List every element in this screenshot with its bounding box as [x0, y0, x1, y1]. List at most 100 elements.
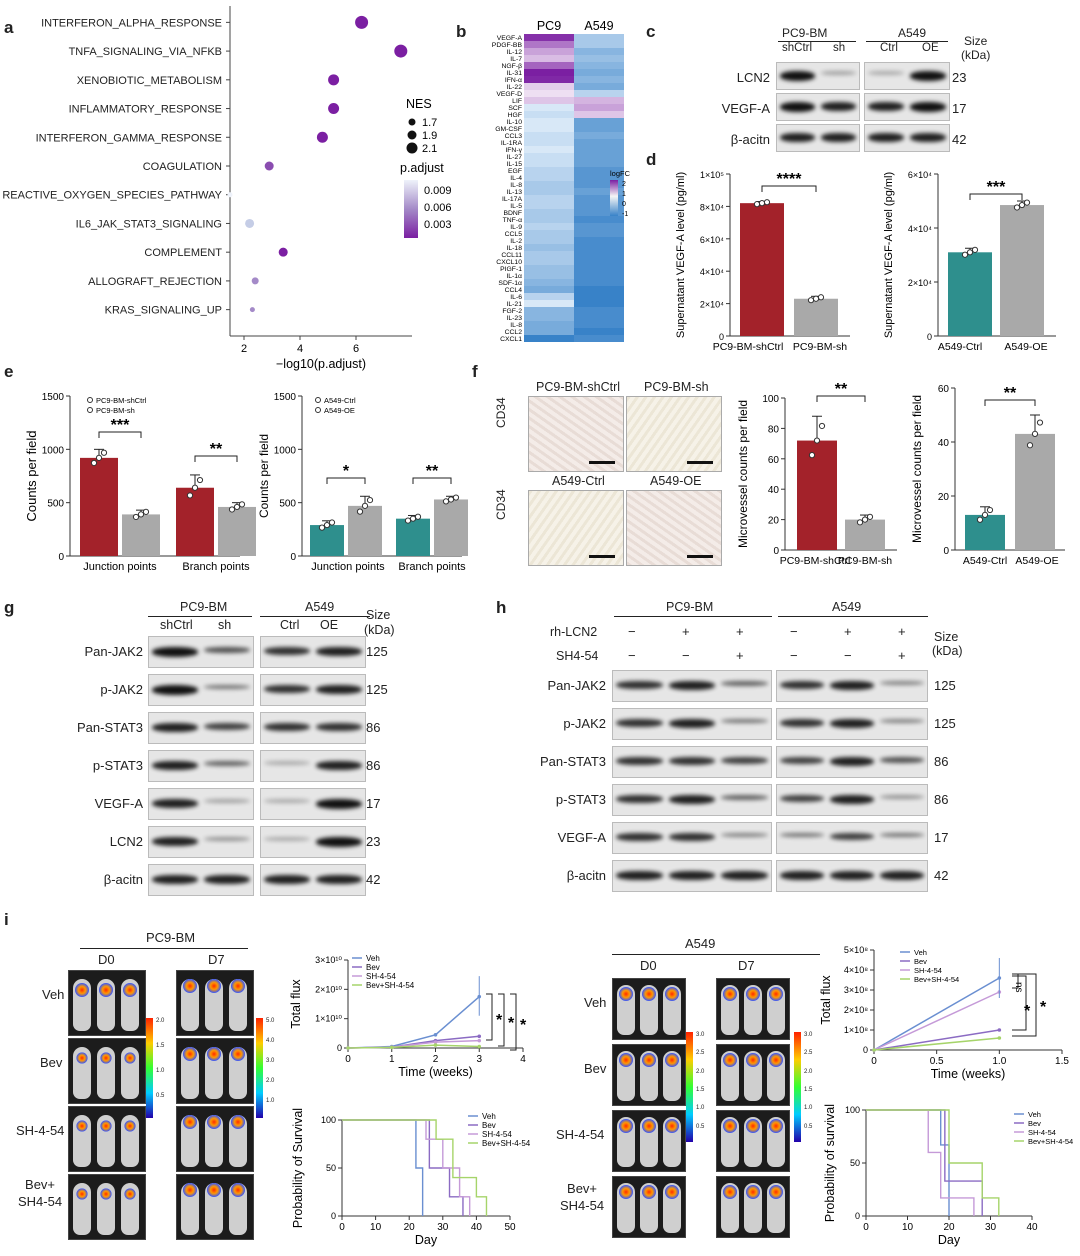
b-cell-a549-1	[574, 41, 624, 48]
h-band-3-1-2	[880, 795, 924, 799]
i4-xticklabel-2: 20	[943, 1222, 955, 1233]
i3-xticklabel-2: 1.0	[992, 1056, 1006, 1067]
f-image-4	[626, 490, 722, 566]
i-right-signal-3-d0-0	[619, 1185, 633, 1199]
e2-yticklabel-2: 1000	[274, 445, 297, 456]
b-cell-pc9-2	[524, 48, 574, 55]
i2-yticklabel-2: 100	[321, 1115, 336, 1125]
i-right-signal-1-d7-0	[723, 1053, 737, 1067]
b-cell-a549-21	[574, 181, 624, 188]
e2-ylabel: Counts per field	[257, 434, 271, 518]
f2-pt-0-1	[981, 511, 989, 518]
g-row-size-0: 125	[366, 644, 388, 659]
e2-xlabel-0: Junction points	[311, 561, 385, 573]
f1-yticklabel-2: 40	[768, 485, 780, 496]
i-right-img-3-d7	[716, 1176, 790, 1238]
i-right-signal-2-d0-0	[619, 1119, 633, 1133]
d1-sigbracket-0	[761, 185, 817, 192]
f1-pt-1-0	[856, 519, 864, 526]
i-left-img-1-d7	[176, 1038, 254, 1104]
i-left-signal-1-d0-1	[100, 1052, 112, 1064]
i2-xticklabel-2: 20	[404, 1222, 416, 1233]
b-row-1: PDGF-BB	[492, 42, 523, 49]
f2-bar-1	[1015, 433, 1055, 550]
a-padj-colorbar	[404, 180, 418, 238]
g-blot-5-1	[260, 826, 366, 858]
b-row-41: IL-8	[510, 322, 522, 329]
e2-pt-2-2	[414, 513, 422, 520]
i-left-signal-3-d7-1	[207, 1183, 221, 1197]
d1-yticklabel-2: 4×10⁴	[700, 267, 724, 277]
i4-yticklabel-1: 50	[850, 1158, 860, 1168]
b-row-32: CXCL10	[496, 259, 522, 266]
a-nes-dot-1	[407, 130, 417, 140]
b-legend-tick-1: 1	[622, 191, 626, 198]
g-row-label-2: Pan-STAT3	[77, 720, 143, 735]
i4-leg-2: SH-4-54	[1028, 1128, 1056, 1137]
i1-yticklabel-2: 2×10¹⁰	[315, 984, 342, 994]
i-left-signal-0-d7-1	[207, 979, 221, 993]
i1-line-3	[347, 1044, 480, 1049]
c-row-size-1: 17	[952, 101, 967, 116]
i4-ylabel: Probability of survival	[823, 1104, 837, 1222]
c-band-2-1-0	[868, 133, 904, 142]
e2-bar-3	[434, 499, 468, 556]
b-cell-a549-31	[574, 251, 624, 258]
c-blot-1-0	[776, 93, 860, 121]
i-right-cb-tick-1-3: 1.5	[804, 1087, 813, 1093]
h-band-2-1-0	[780, 757, 824, 764]
a-dot-7	[245, 218, 255, 228]
f-title-1: PC9-BM-shCtrl	[536, 380, 621, 394]
i4-xticklabel-4: 40	[1026, 1222, 1038, 1233]
i-left-img-0-d0	[68, 970, 146, 1036]
c-kda-label: (kDa)	[961, 48, 991, 62]
g-blot-2-1	[260, 712, 366, 744]
e2-pt-3-1	[447, 496, 455, 503]
b-legend-bar	[610, 180, 618, 216]
b-cell-a549-29	[574, 237, 624, 244]
b-cell-pc9-18	[524, 160, 574, 167]
h-row-size-5: 42	[934, 868, 949, 883]
e1-sigbracket-1	[194, 455, 238, 462]
i-left-colorbar-1	[256, 1018, 263, 1118]
e2-sigbracket-1	[412, 477, 452, 484]
panel-letter-b: b	[456, 22, 467, 41]
f-stain-1: CD34	[494, 397, 508, 428]
c-size-label: Size	[964, 34, 988, 48]
f2-yticklabel-2: 40	[938, 438, 950, 449]
d1-ylabel: Supernatant VEGF-A level (pg/ml)	[675, 172, 687, 338]
a-dot-3	[328, 103, 340, 115]
h-row-label-4: VEGF-A	[557, 830, 606, 845]
e2-pt-1-0	[356, 508, 364, 515]
i-left-cb-tick-1-3: 2.0	[266, 1078, 275, 1084]
c-band-1-1-1	[910, 102, 946, 112]
i-left-cb-tick-1-4: 1.0	[266, 1098, 275, 1104]
h-sign2-4: −	[844, 648, 852, 663]
f1-sigbracket-0	[816, 395, 866, 402]
b-cell-a549-15	[574, 139, 624, 146]
i2-ylabel: Probability of Survival	[291, 1108, 305, 1228]
c-lane-4: OE	[922, 42, 939, 54]
d2-yticklabel-3: 6×10⁴	[908, 170, 932, 180]
g-blot-4-0	[148, 788, 254, 820]
h-sign1-4: +	[844, 624, 852, 639]
i3-leg-1: Bev	[914, 957, 927, 966]
h-row-size-4: 17	[934, 830, 949, 845]
c-band-1-1-0	[868, 102, 904, 111]
c-blot-0-0	[776, 62, 860, 90]
c-blot-2-0	[776, 124, 860, 152]
b-cell-a549-20	[574, 174, 624, 181]
i-left-group-1: Bev	[40, 1055, 63, 1070]
e2-pt-3-0	[442, 498, 450, 505]
e1-leg-marker-1	[87, 407, 93, 413]
a-ylabel-6: REACTIVE_OXYGEN_SPECIES_PATHWAY	[2, 190, 222, 202]
b-row-0: VEGF-A	[497, 35, 523, 42]
e1-yticklabel-1: 500	[47, 499, 64, 510]
b-cell-a549-14	[574, 132, 624, 139]
e1-pt-0-0	[90, 459, 98, 467]
a-dot-10	[249, 307, 255, 313]
i-left-img-2-d0	[68, 1106, 146, 1172]
g-band-5-1-0	[264, 837, 310, 841]
d1-yticklabel-3: 6×10⁴	[700, 235, 724, 245]
i-left-cb-tick-0-1: 1.5	[156, 1043, 165, 1049]
